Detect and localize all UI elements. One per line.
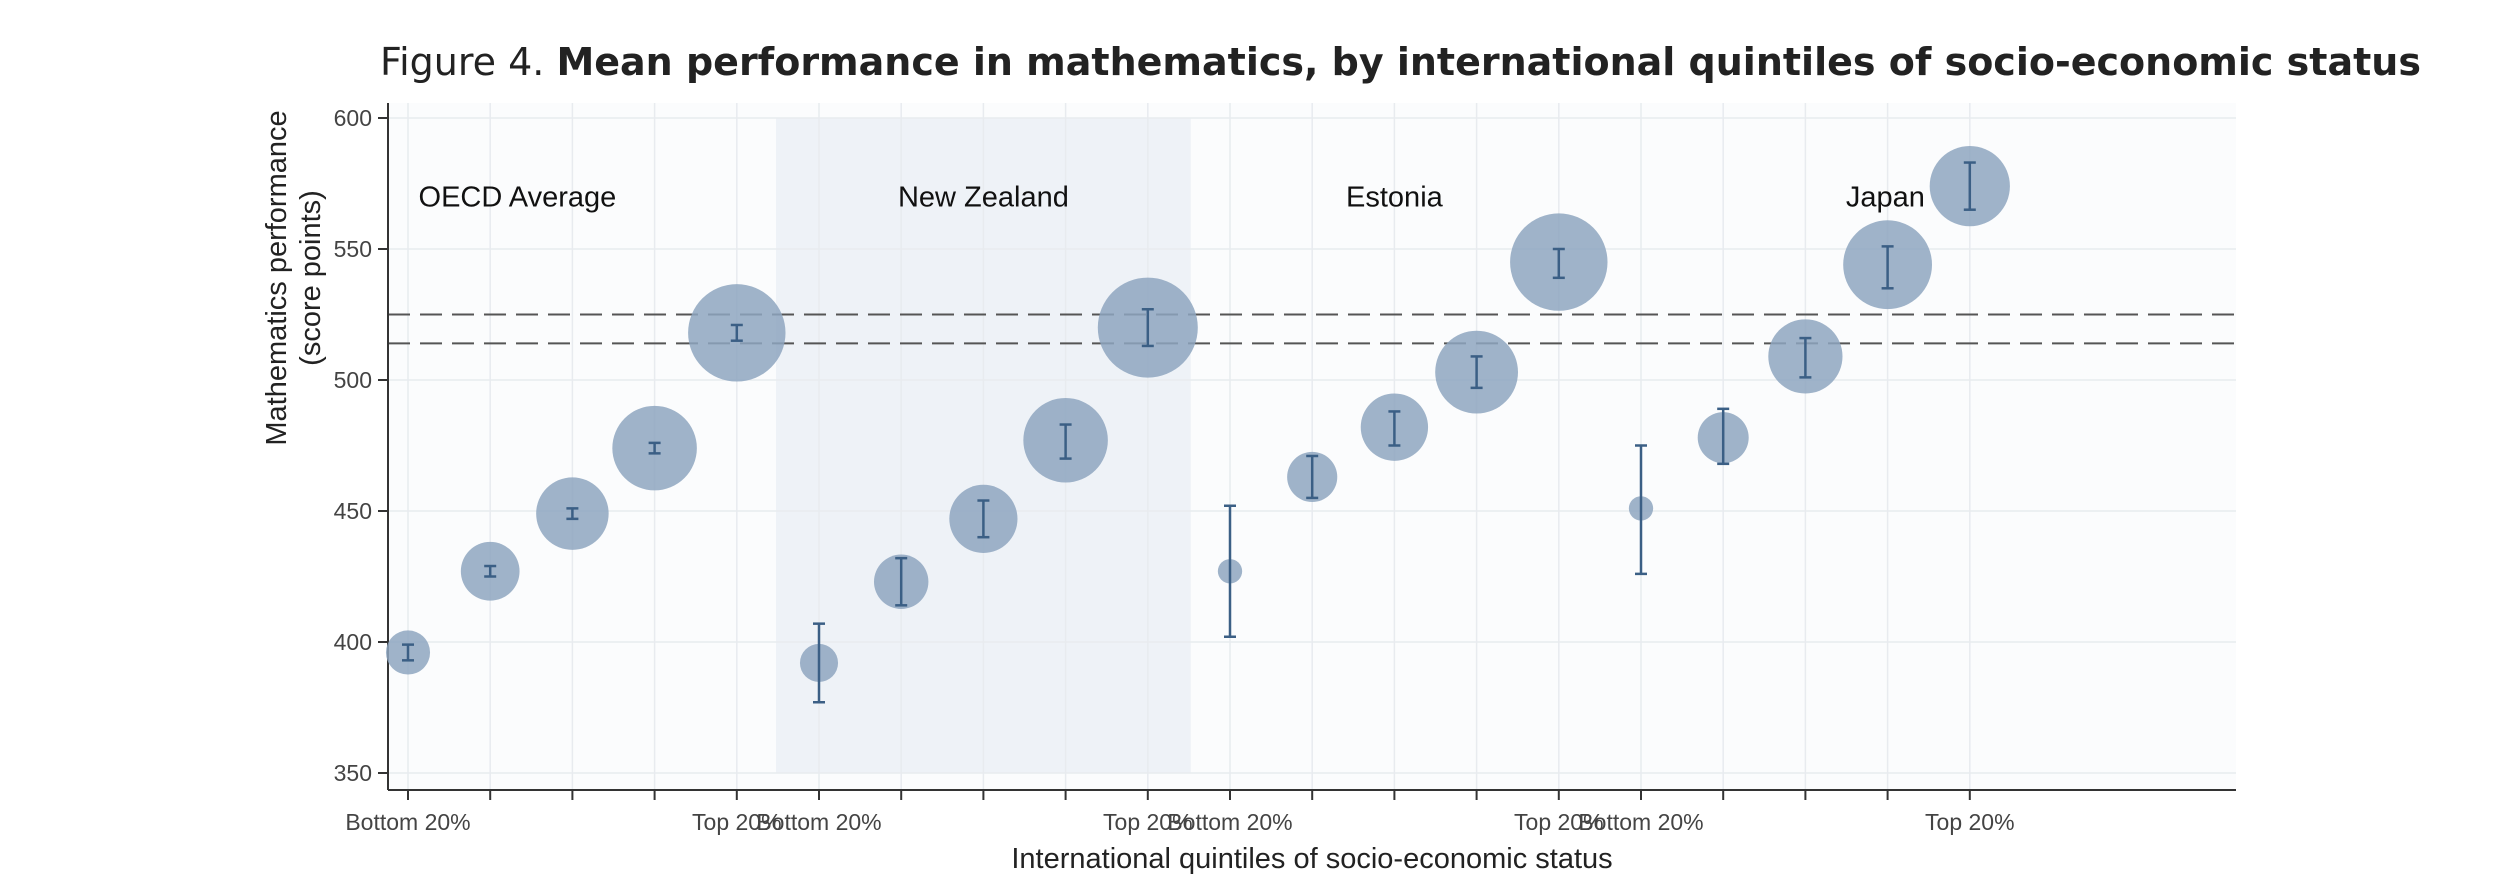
error-bar [1224, 504, 1236, 639]
x-axis-title: International quintiles of socio-economi… [1011, 843, 1612, 875]
error-bar [1717, 407, 1730, 466]
x-tick-label: Top 20% [692, 809, 782, 835]
error-bar [1470, 355, 1483, 390]
error-bar [813, 622, 825, 704]
figure-title: Figure 4. Mean performance in mathematic… [380, 40, 2421, 84]
x-tick-label: Top 20% [1925, 809, 2015, 835]
x-tick-label: Bottom 20% [756, 809, 881, 835]
error-bar [484, 564, 497, 578]
x-tick-label: Top 20% [1103, 809, 1193, 835]
error-bar [1552, 247, 1565, 280]
y-tick-label: 500 [334, 367, 372, 393]
x-tick-label: Bottom 20% [1578, 809, 1703, 835]
x-tick-label: Top 20% [1514, 809, 1604, 835]
y-tick-label: 350 [334, 760, 372, 786]
y-axis-title-line-1: Mathematics performance [261, 110, 293, 445]
x-tick-label: Bottom 20% [1167, 809, 1292, 835]
figure-title-text: Mean performance in mathematics, by inte… [556, 40, 2421, 84]
group-label: Estonia [1346, 182, 1444, 214]
gridlines [388, 103, 2236, 790]
data-points [385, 146, 2010, 704]
y-axis-title: Mathematics performance (score points) [261, 110, 327, 445]
y-tick-label: 600 [334, 105, 372, 131]
error-bar [402, 643, 414, 662]
group-labels: OECD Average New Zealand Estonia Japan [419, 182, 1925, 214]
group-label: New Zealand [898, 182, 1069, 214]
x-tick-label: Bottom 20% [345, 809, 470, 835]
y-tick-label: 550 [334, 236, 372, 262]
y-axis-title-line-2: (score points) [295, 190, 327, 366]
error-bar [977, 499, 990, 539]
error-bar [730, 323, 743, 342]
figure-prefix: Figure 4. [380, 40, 545, 84]
x-ticks: Bottom 20% Top 20%Bottom 20% Top 20%Bottom… [345, 790, 2015, 835]
group-label: OECD Average [419, 182, 617, 214]
error-bar [1059, 423, 1072, 460]
y-tick-label: 450 [334, 498, 372, 524]
error-bar [895, 556, 908, 607]
error-bar [1799, 336, 1812, 379]
group-label: Japan [1846, 182, 1925, 214]
y-ticks: 350 400 450 500 550 600 [334, 105, 388, 786]
error-bar [566, 507, 579, 521]
error-bar [1963, 161, 1976, 211]
y-tick-label: 400 [334, 629, 372, 655]
error-bar [1635, 444, 1647, 576]
error-bar [1306, 454, 1319, 500]
error-bar [1141, 308, 1154, 348]
error-bar [1388, 410, 1401, 447]
error-bar [1881, 245, 1894, 290]
error-bar [648, 441, 661, 455]
